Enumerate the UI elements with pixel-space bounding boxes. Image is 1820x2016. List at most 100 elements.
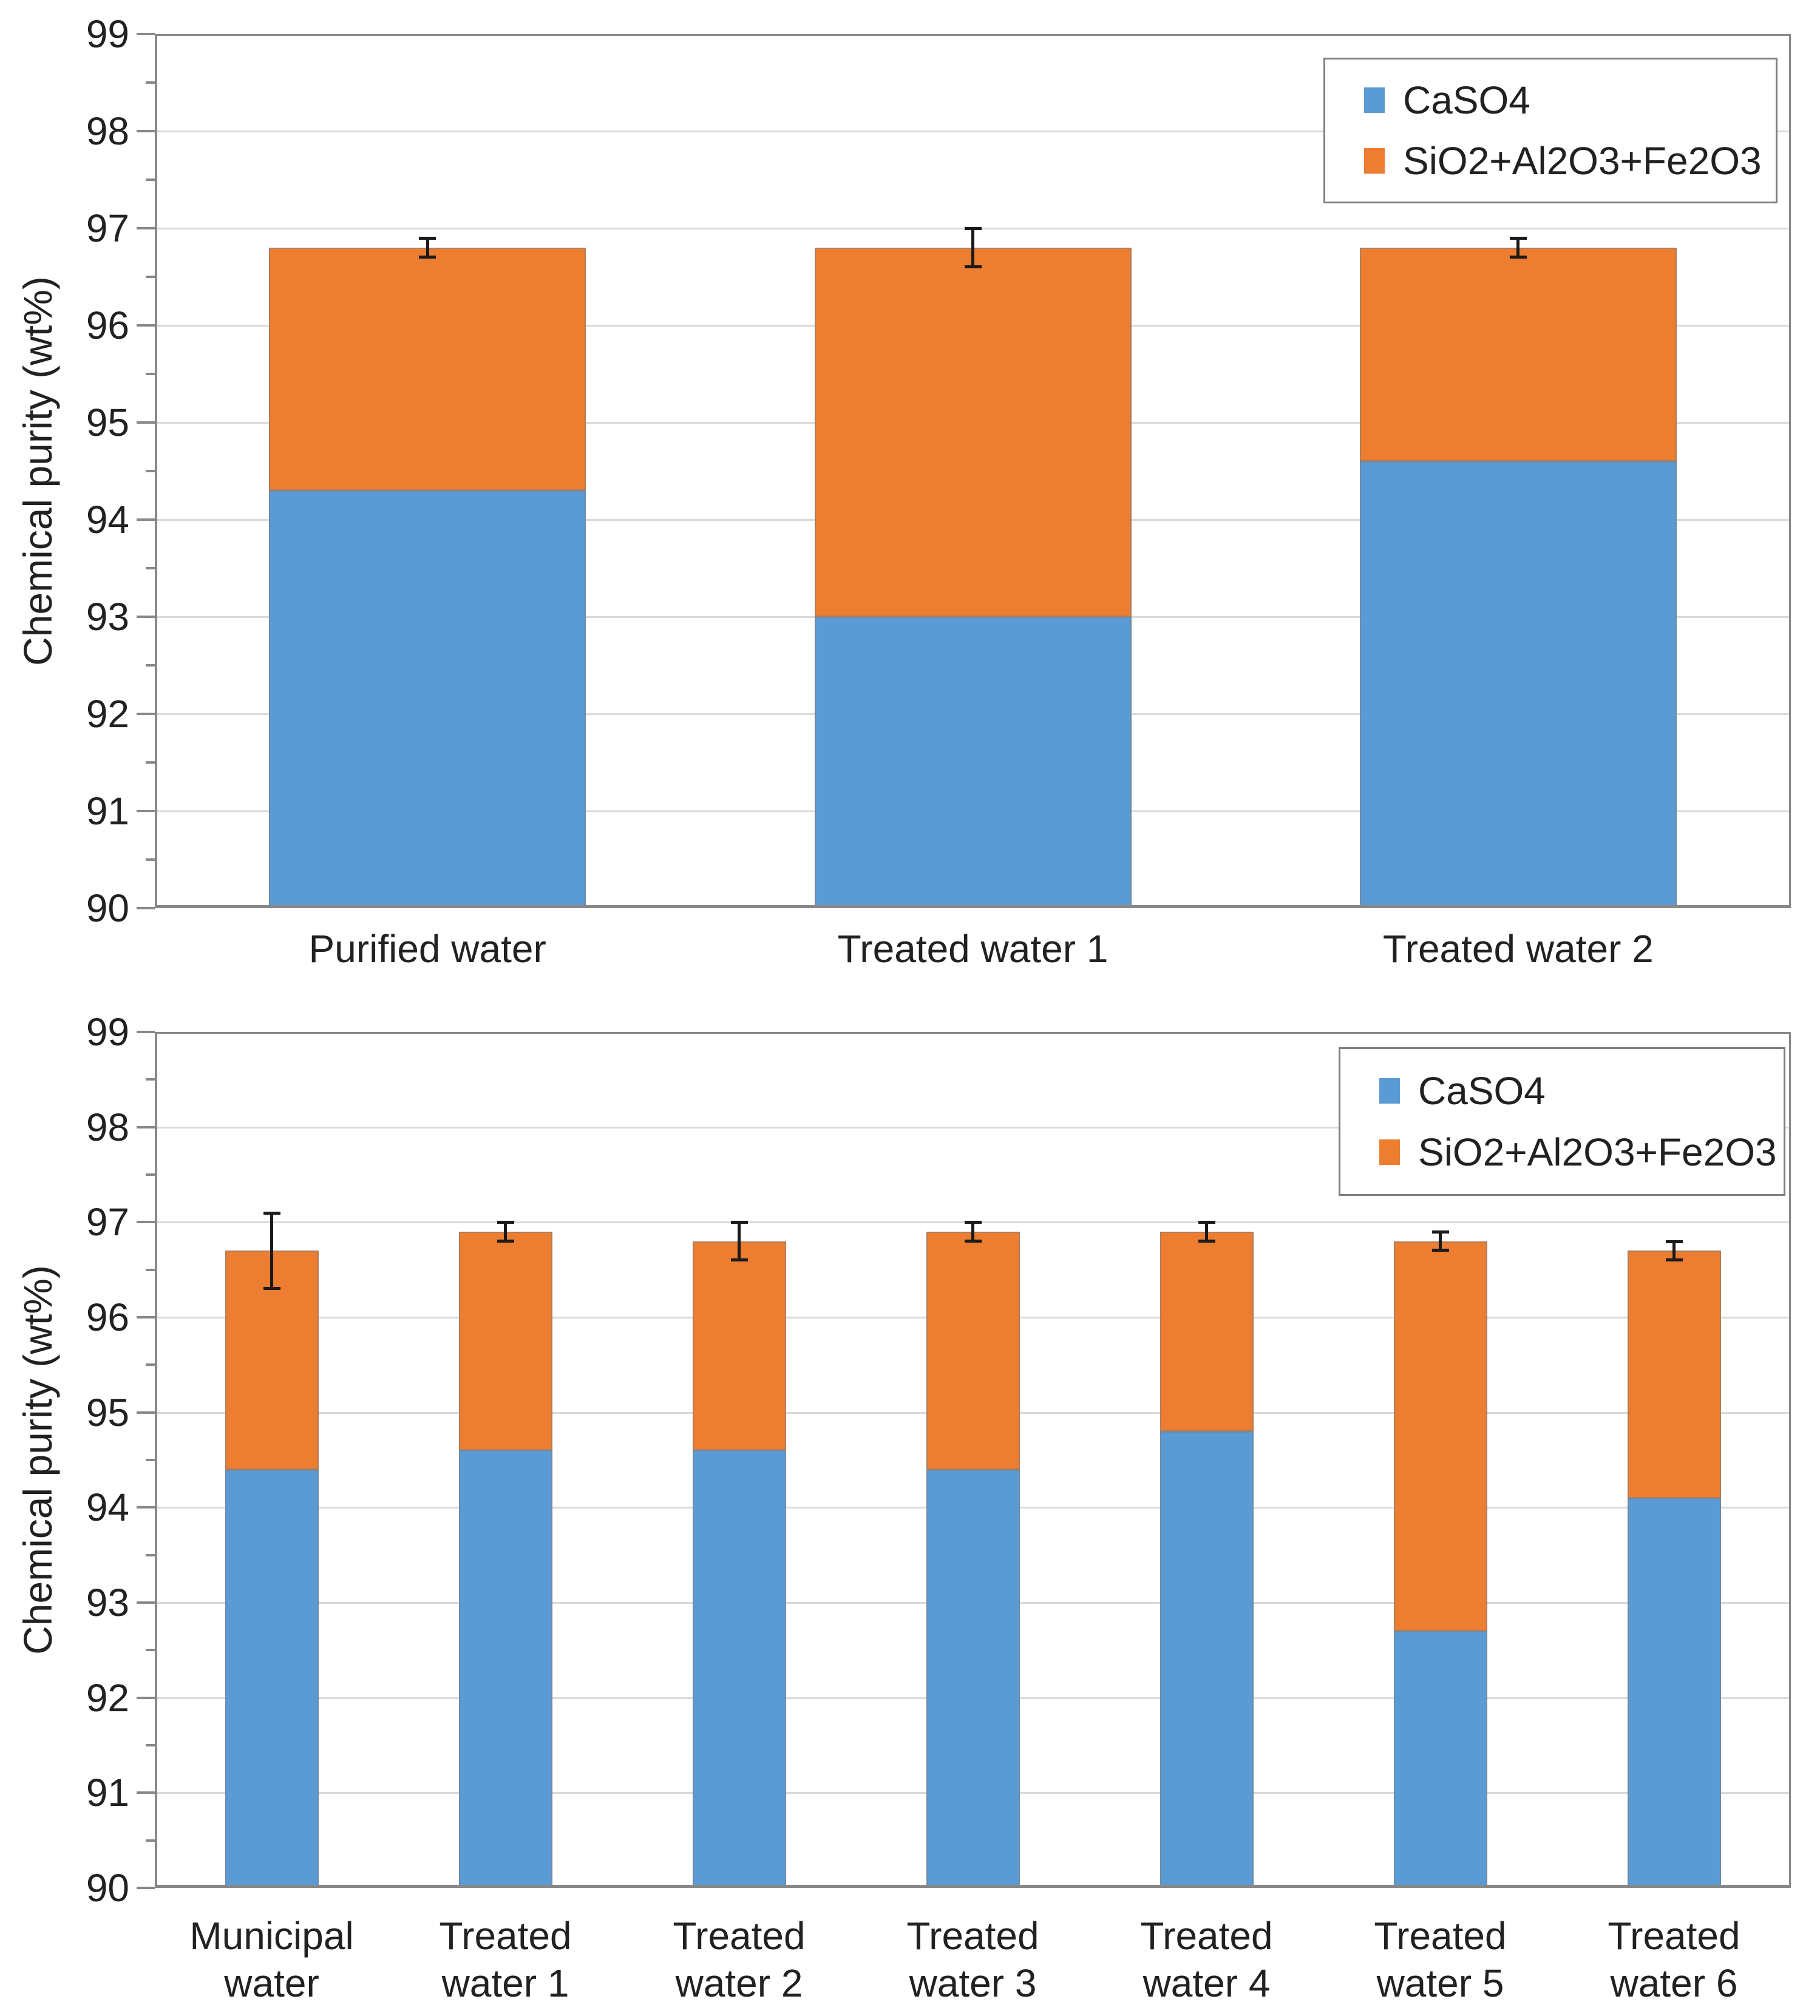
bar-segment-caso4 [225, 1469, 319, 1886]
x-category-label: Purified water [308, 927, 546, 971]
y-minor-tick [146, 178, 155, 181]
bar-segment-sio2-al2o3-fe2o3 [458, 1232, 552, 1451]
y-minor-tick [146, 1173, 155, 1176]
legend-swatch-caso4 [1379, 1078, 1400, 1104]
y-tick-label: 90 [86, 886, 129, 930]
y-major-tick [137, 616, 155, 618]
y-tick-label: 96 [86, 1295, 129, 1339]
legend-item: SiO2+Al2O3+Fe2O3 [1364, 141, 1776, 180]
legend-label: CaSO4 [1403, 78, 1530, 123]
y-minor-tick [146, 373, 155, 375]
plot-area [155, 1032, 1791, 1888]
error-bar [971, 228, 974, 267]
legend-swatch-caso4 [1364, 87, 1385, 114]
y-minor-tick [146, 761, 155, 764]
error-bar-cap [1509, 256, 1527, 259]
bar-segment-sio2-al2o3-fe2o3 [926, 1232, 1020, 1470]
y-tick-label: 91 [86, 1771, 129, 1815]
legend: CaSO4 SiO2+Al2O3+Fe2O3 [1323, 58, 1778, 203]
x-category-label: Treated water 2 [1382, 927, 1654, 971]
legend-item: SiO2+Al2O3+Fe2O3 [1379, 1133, 1784, 1172]
y-tick-label: 90 [86, 1866, 129, 1910]
y-minor-tick [146, 1459, 155, 1461]
y-major-tick [137, 1506, 155, 1509]
x-category-label: Treated water 5 [1374, 1914, 1507, 2005]
error-bar [270, 1212, 273, 1289]
y-tick-label: 91 [86, 789, 129, 833]
error-bar [426, 238, 429, 257]
y-tick-label: 98 [86, 109, 129, 153]
y-tick-label: 93 [86, 595, 129, 639]
y-major-tick [137, 1316, 155, 1319]
y-major-tick [137, 33, 155, 35]
bar-segment-sio2-al2o3-fe2o3 [692, 1241, 786, 1451]
bottom-chart: Chemical purity (wt%) 90 91 92 93 94 95 96 97 98… [0, 1008, 1820, 2016]
bar-segment-caso4 [1393, 1631, 1487, 1886]
error-bar [971, 1222, 974, 1241]
x-category-label: Treated water 2 [673, 1914, 806, 2005]
legend-label: CaSO4 [1418, 1069, 1546, 1113]
y-tick-label: 93 [86, 1581, 129, 1624]
bar-segment-caso4 [269, 490, 586, 906]
error-bar [1205, 1222, 1208, 1241]
error-bar [1516, 238, 1520, 257]
y-major-tick [137, 518, 155, 521]
y-tick-label: 95 [86, 1390, 129, 1434]
legend-label: SiO2+Al2O3+Fe2O3 [1403, 138, 1762, 183]
error-bar-cap [964, 227, 982, 230]
y-tick-label: 96 [86, 304, 129, 347]
bar-segment-sio2-al2o3-fe2o3 [1160, 1232, 1254, 1431]
y-major-tick [137, 1791, 155, 1794]
gridline [157, 1126, 1789, 1128]
y-minor-tick [146, 81, 155, 84]
error-bar-cap [1431, 1230, 1449, 1234]
legend-item: CaSO4 [1364, 81, 1776, 120]
error-bar-cap [497, 1221, 514, 1224]
y-tick-label: 92 [86, 1675, 129, 1720]
y-major-tick [137, 324, 155, 327]
y-minor-tick [146, 1363, 155, 1366]
error-bar-cap [964, 1221, 982, 1224]
error-bar [1672, 1241, 1676, 1260]
bar-segment-sio2-al2o3-fe2o3 [1393, 1241, 1487, 1631]
y-minor-tick [146, 276, 155, 278]
y-major-tick [137, 1696, 155, 1699]
legend-swatch-sio2-al2o3-fe2o3 [1379, 1139, 1400, 1165]
y-major-tick [137, 907, 155, 909]
plot-area [155, 34, 1791, 908]
error-bar-cap [964, 1239, 982, 1243]
legend-item: CaSO4 [1379, 1071, 1784, 1110]
error-bar-cap [263, 1287, 280, 1290]
x-category-label: Treated water 6 [1608, 1914, 1740, 2005]
y-tick-label: 95 [86, 401, 129, 444]
error-bar-cap [964, 265, 982, 268]
y-minor-tick [146, 1649, 155, 1652]
y-major-tick [137, 713, 155, 715]
x-category-label: Treated water 1 [439, 1914, 572, 2005]
gridline [157, 131, 1789, 132]
y-major-tick [137, 1125, 155, 1128]
y-minor-tick [146, 1078, 155, 1081]
y-tick-label: 98 [86, 1105, 129, 1149]
y-tick-label: 92 [86, 692, 129, 736]
y-major-tick [137, 810, 155, 812]
x-category-label: Municipal water [189, 1914, 354, 2005]
y-tick-label: 94 [86, 1485, 129, 1530]
bar-segment-caso4 [692, 1450, 786, 1886]
y-minor-tick [146, 1553, 155, 1556]
y-minor-tick [146, 1268, 155, 1271]
legend-swatch-sio2-al2o3-fe2o3 [1364, 148, 1385, 174]
y-tick-label: 97 [86, 1200, 129, 1244]
error-bar [738, 1222, 741, 1260]
y-minor-tick [146, 1839, 155, 1842]
error-bar-cap [419, 237, 436, 240]
y-major-tick [137, 130, 155, 132]
bar-segment-sio2-al2o3-fe2o3 [1359, 248, 1677, 461]
y-minor-tick [146, 858, 155, 861]
error-bar-cap [1198, 1239, 1215, 1243]
y-major-tick [137, 1411, 155, 1414]
top-chart: Chemical purity (wt%) 90 91 92 93 94 95 96 97 98… [15, 12, 1791, 971]
bar-segment-caso4 [1359, 461, 1677, 906]
error-bar-cap [730, 1258, 748, 1261]
